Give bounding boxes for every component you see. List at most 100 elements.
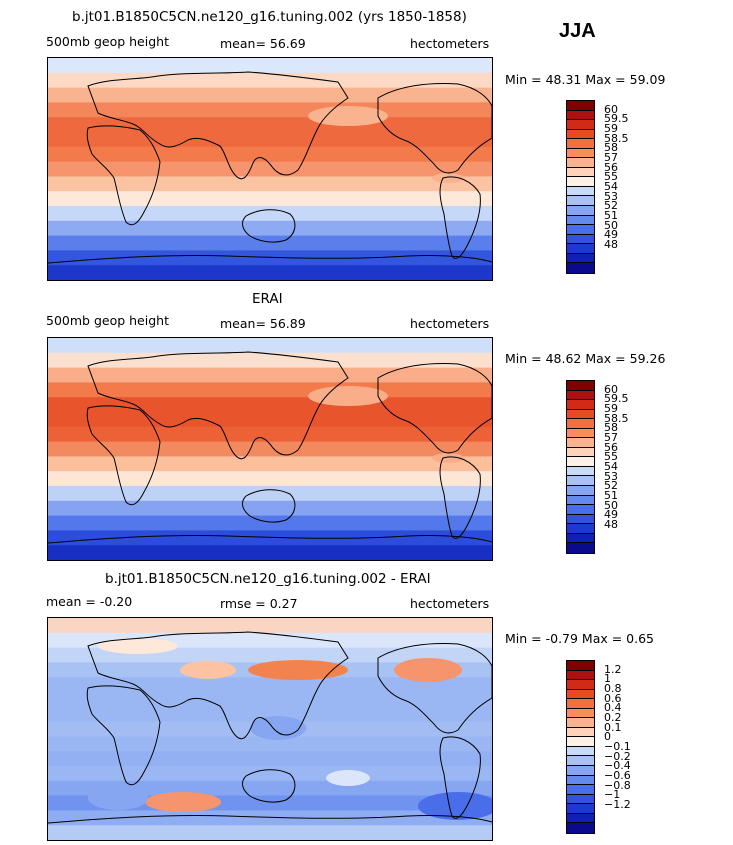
- colorbar-tick-label: −0.2: [604, 749, 631, 763]
- colorbar-tick-label: −0.4: [604, 759, 631, 773]
- colorbar-tick-label: −0.1: [604, 740, 631, 753]
- colorbar-swatch: [567, 466, 594, 477]
- coastline: [86, 685, 161, 786]
- panel2-units-label: hectometers: [410, 316, 490, 331]
- colorbar-swatch: [567, 495, 594, 506]
- colorbar-tick-label: 60: [604, 102, 618, 116]
- colorbar-tick-label: 0.8: [604, 682, 622, 695]
- colorbar-swatch: [567, 110, 594, 121]
- contour-band: [48, 751, 492, 767]
- coastline: [48, 254, 492, 264]
- colorbar-swatch: [567, 514, 594, 525]
- panel1-mean-label: mean= 56.69: [220, 36, 306, 51]
- panel1-contour-map: [48, 58, 492, 280]
- colorbar-swatch: [567, 234, 594, 245]
- anomaly-patch: [326, 770, 370, 786]
- colorbar-tick-label: 49: [604, 228, 618, 242]
- colorbar-swatch: [567, 670, 594, 681]
- colorbar-tick-label: 51: [604, 489, 618, 502]
- coastline: [242, 209, 296, 243]
- contour-patch: [308, 106, 388, 126]
- panel3-title: b.jt01.B1850C5CN.ne120_g16.tuning.002 - …: [105, 571, 431, 587]
- colorbar-tick-label: 60: [604, 382, 618, 396]
- colorbar-swatch: [567, 794, 594, 805]
- contour-patch: [432, 453, 464, 463]
- contour-band: [48, 515, 492, 532]
- colorbar-tick-label: 57: [604, 151, 618, 164]
- colorbar-swatch: [567, 381, 594, 391]
- colorbar-tick-label: 48: [604, 238, 618, 251]
- contour-band: [48, 412, 492, 428]
- panel1-units-label: hectometers: [410, 36, 490, 51]
- colorbar-tick-label: 0.2: [604, 711, 622, 724]
- contour-band: [48, 825, 492, 840]
- colorbar-tick-label: 52: [604, 479, 618, 493]
- colorbar-swatch: [567, 206, 594, 216]
- colorbar-tick-label: 59.5: [604, 112, 629, 126]
- contour-band: [48, 206, 492, 222]
- colorbar-tick-label: 50: [604, 498, 618, 512]
- panel3-rmse-label: rmse = 0.27: [220, 596, 298, 611]
- colorbar-tick-label: 53: [604, 189, 618, 203]
- coastline: [87, 71, 349, 180]
- colorbar-swatch: [567, 804, 594, 814]
- contour-band: [48, 545, 492, 560]
- contour-band: [48, 265, 492, 280]
- coastline: [48, 814, 492, 824]
- colorbar-tick-label: 49: [604, 508, 618, 522]
- panel3-units-label: hectometers: [410, 596, 490, 611]
- colorbar-swatch: [567, 148, 594, 159]
- colorbar-tick-label: 53: [604, 469, 618, 483]
- season-label: JJA: [559, 20, 596, 42]
- colorbar-swatch: [567, 167, 594, 178]
- contour-band: [48, 486, 492, 502]
- contour-band: [48, 810, 492, 827]
- colorbar-tick-label: 56: [604, 160, 618, 174]
- colorbar-swatch: [567, 785, 594, 795]
- panel2-variable-label: 500mb geop height: [46, 313, 169, 328]
- colorbar-swatch: [567, 689, 594, 700]
- anomaly-patch: [418, 792, 492, 820]
- colorbar-swatch: [567, 661, 594, 671]
- contour-band: [48, 500, 492, 517]
- colorbar-swatch: [567, 524, 594, 534]
- colorbar-swatch: [567, 101, 594, 111]
- panel3-minmax-label: Min = -0.79 Max = 0.65: [505, 631, 655, 646]
- colorbar-tick-label: 58.5: [604, 411, 629, 425]
- colorbar-swatch: [567, 746, 594, 757]
- contour-band: [48, 250, 492, 267]
- panel2-title: ERAI: [252, 291, 283, 307]
- colorbar-swatch: [567, 680, 594, 690]
- colorbar-swatch: [567, 390, 594, 401]
- colorbar-tick-label: 55: [604, 170, 618, 184]
- contour-band: [48, 191, 492, 207]
- contour-band: [48, 780, 492, 797]
- contour-band: [48, 72, 492, 89]
- coastline: [48, 534, 492, 544]
- colorbar-swatch: [567, 139, 594, 149]
- contour-band: [48, 87, 492, 104]
- colorbar-swatch: [567, 438, 594, 448]
- coastline: [242, 769, 296, 803]
- coastline: [87, 351, 349, 460]
- colorbar-swatch: [567, 447, 594, 458]
- colorbar-swatch: [567, 419, 594, 429]
- colorbar-swatch: [567, 129, 594, 140]
- coastline: [377, 83, 492, 174]
- colorbar-swatch: [567, 120, 594, 130]
- panel1-variable-label: 500mb geop height: [46, 34, 169, 49]
- contour-band: [48, 176, 492, 193]
- coastline: [242, 489, 296, 523]
- contour-band: [48, 58, 492, 74]
- colorbar-swatch: [567, 225, 594, 235]
- anomaly-patch: [180, 661, 236, 679]
- colorbar-swatch: [567, 775, 594, 786]
- panel3-mean-label: mean = -0.20: [46, 594, 133, 609]
- colorbar-swatch: [567, 823, 594, 833]
- colorbar-swatch: [567, 533, 594, 544]
- contour-band: [48, 618, 492, 634]
- colorbar-swatch: [567, 400, 594, 410]
- colorbar-tick-label: 59: [604, 402, 618, 415]
- contour-band: [48, 220, 492, 237]
- panel1-colorbar: [566, 100, 595, 274]
